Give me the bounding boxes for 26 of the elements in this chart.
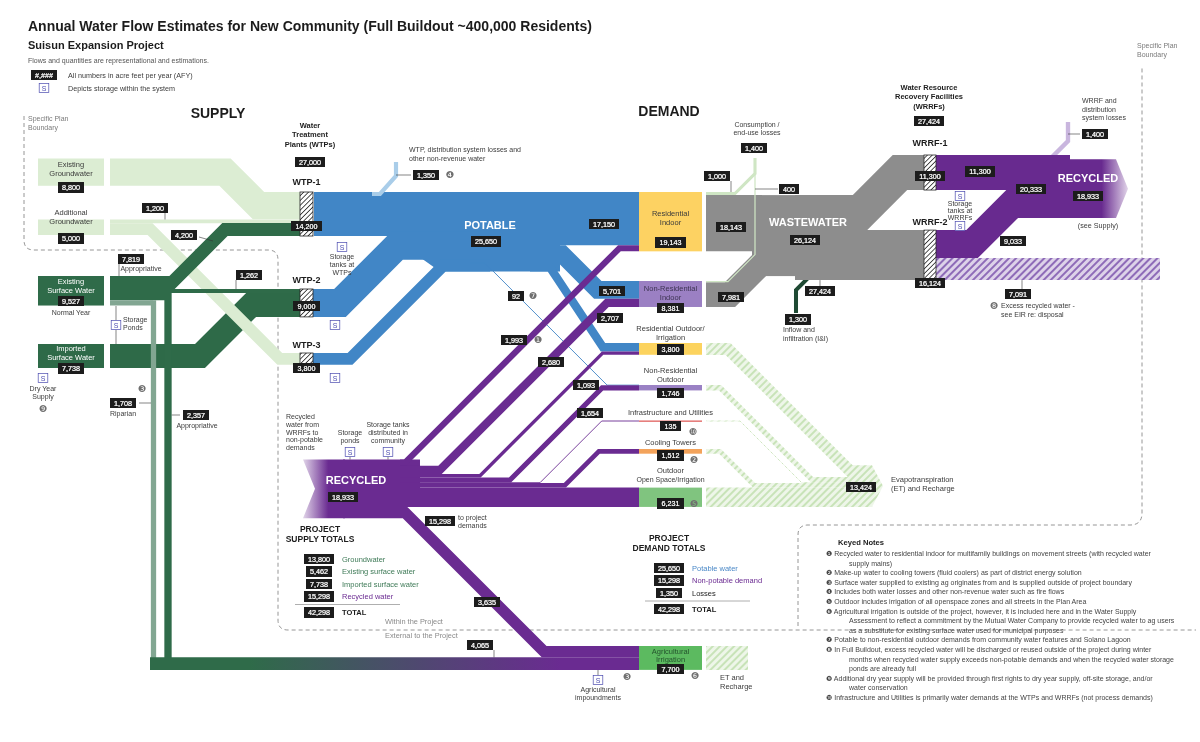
text: ❸: [622, 671, 632, 683]
category-label: WRRF-2: [912, 217, 948, 227]
text: PROJECT DEMAND TOTALS: [632, 533, 706, 553]
text: Suisun Expansion Project: [28, 39, 165, 51]
text: ❹: [445, 169, 455, 181]
text: ❾: [38, 403, 48, 415]
category-label: WASTEWATER: [768, 216, 848, 228]
text: ❽: [989, 299, 999, 311]
category-label: RECYCLED: [325, 474, 387, 486]
text: ❺: [689, 498, 699, 510]
text: ❶: [533, 334, 543, 346]
text: ❼: [528, 290, 538, 302]
text: ❷: [689, 453, 699, 465]
text: ❻: [690, 670, 700, 682]
category-label: POTABLE: [464, 218, 516, 231]
text: ❸: [137, 383, 147, 395]
text: DEMAND: [638, 103, 700, 119]
category-label: WTP-1: [292, 176, 321, 187]
category-label: RECYCLED: [1057, 172, 1119, 184]
text: PROJECT SUPPLY TOTALS: [285, 524, 355, 544]
text: SUPPLY: [190, 105, 247, 121]
category-label: WTP-2: [292, 275, 321, 285]
category-label: WTP-3: [292, 340, 321, 350]
text: Annual Water Flow Estimates for New Community (Full Buildout ~400,000 Residents): [28, 18, 592, 34]
category-label: WRRF-1: [912, 138, 948, 148]
text: ❿: [688, 426, 698, 438]
